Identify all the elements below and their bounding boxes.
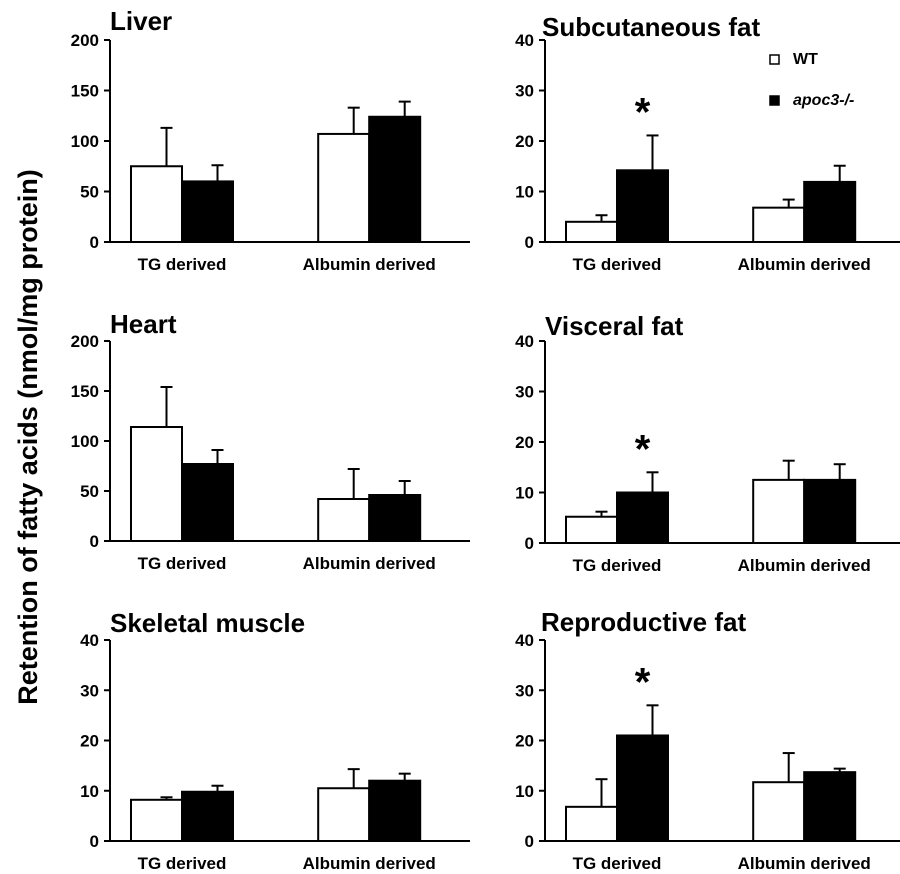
bar: [181, 790, 234, 843]
y-tick-label: 40: [80, 631, 99, 650]
bar: [752, 478, 806, 544]
panel-title: Skeletal muscle: [110, 608, 305, 638]
category-label: TG derived: [573, 854, 662, 873]
y-tick-label: 30: [515, 383, 534, 402]
y-tick-label: 0: [90, 832, 99, 851]
category-label: Albumin derived: [738, 854, 871, 873]
y-tick-label: 0: [90, 532, 99, 551]
y-tick-label: 50: [80, 183, 99, 202]
y-tick-label: 10: [515, 782, 534, 801]
bar: [368, 779, 422, 843]
significance-marker: *: [635, 427, 651, 471]
legend-label-apoc3: apoc3-/-: [793, 92, 854, 109]
category-label: TG derived: [138, 554, 227, 573]
bar: [130, 798, 183, 842]
chart-panel: Subcutaneous fat 0 10 20 30 40 TG derived * Albu…: [515, 12, 900, 274]
significance-marker: *: [635, 660, 651, 704]
bar: [181, 463, 234, 542]
bar: [130, 165, 183, 243]
y-tick-label: 200: [71, 332, 99, 351]
y-tick-label: 150: [71, 82, 99, 101]
bar: [752, 206, 806, 244]
y-tick-label: 20: [515, 433, 534, 452]
y-tick-label: 100: [71, 132, 99, 151]
y-tick-label: 150: [71, 382, 99, 401]
bar: [803, 180, 857, 243]
bar: [181, 180, 234, 243]
y-tick-label: 200: [71, 31, 99, 50]
y-tick-label: 40: [515, 332, 534, 351]
category-label: Albumin derived: [303, 554, 436, 573]
bar: [616, 491, 669, 544]
panel-title: Subcutaneous fat: [542, 12, 760, 42]
chart-panel: Heart 0 50 100 150 200 TG derived Albumin deriv…: [71, 309, 470, 573]
y-tick-label: 30: [80, 681, 99, 700]
y-tick-label: 20: [515, 732, 534, 751]
bar: [317, 787, 371, 842]
y-tick-label: 100: [71, 432, 99, 451]
chart-panel: Liver 0 50 100 150 200 TG derived Albumin deriv…: [71, 6, 470, 274]
chart-panel: Visceral fat 0 10 20 30 40 TG derived * Albumin …: [515, 311, 900, 575]
legend-swatch-wt: [769, 54, 780, 65]
bar: [803, 771, 857, 842]
bar: [803, 478, 857, 544]
bar: [317, 132, 371, 243]
y-tick-label: 10: [515, 484, 534, 503]
y-tick-label: 40: [515, 631, 534, 650]
y-tick-label: 40: [515, 31, 534, 50]
y-tick-label: 0: [90, 233, 99, 252]
significance-marker: *: [635, 90, 651, 134]
y-tick-label: 20: [80, 732, 99, 751]
y-tick-label: 10: [515, 183, 534, 202]
y-tick-label: 10: [80, 782, 99, 801]
category-label: Albumin derived: [303, 255, 436, 274]
bar: [565, 220, 618, 244]
category-label: TG derived: [138, 854, 227, 873]
bar: [368, 494, 422, 542]
legend-label-wt: WT: [793, 51, 818, 68]
bar: [368, 115, 422, 243]
category-label: Albumin derived: [303, 854, 436, 873]
y-tick-label: 20: [515, 132, 534, 151]
category-label: TG derived: [573, 255, 662, 274]
y-tick-label: 50: [80, 482, 99, 501]
y-tick-label: 30: [515, 681, 534, 700]
legend: WT apoc3-/-: [769, 51, 854, 109]
bar: [752, 781, 806, 843]
bar: [616, 169, 669, 243]
category-label: TG derived: [138, 255, 227, 274]
bar: [317, 498, 371, 542]
panel-title: Heart: [110, 309, 177, 339]
y-tick-label: 0: [525, 534, 534, 553]
y-tick-label: 0: [525, 832, 534, 851]
bar: [565, 515, 618, 544]
category-label: Albumin derived: [738, 556, 871, 575]
panel-title: Reproductive fat: [541, 607, 746, 637]
panel-title: Visceral fat: [545, 311, 684, 341]
y-axis-label: Retention of fatty acids (nmol/mg protei…: [13, 169, 43, 705]
chart-panel: Skeletal muscle 0 10 20 30 40 TG derived Albumi…: [80, 608, 470, 873]
legend-swatch-apoc3: [769, 95, 780, 106]
y-tick-label: 30: [515, 82, 534, 101]
bar: [616, 734, 669, 842]
y-tick-label: 0: [525, 233, 534, 252]
bar: [130, 426, 183, 542]
panel-title: Liver: [110, 6, 172, 36]
bar: [565, 805, 618, 843]
category-label: TG derived: [573, 556, 662, 575]
category-label: Albumin derived: [738, 255, 871, 274]
chart-panel: Reproductive fat 0 10 20 30 40 TG derived * Albu…: [515, 607, 900, 873]
